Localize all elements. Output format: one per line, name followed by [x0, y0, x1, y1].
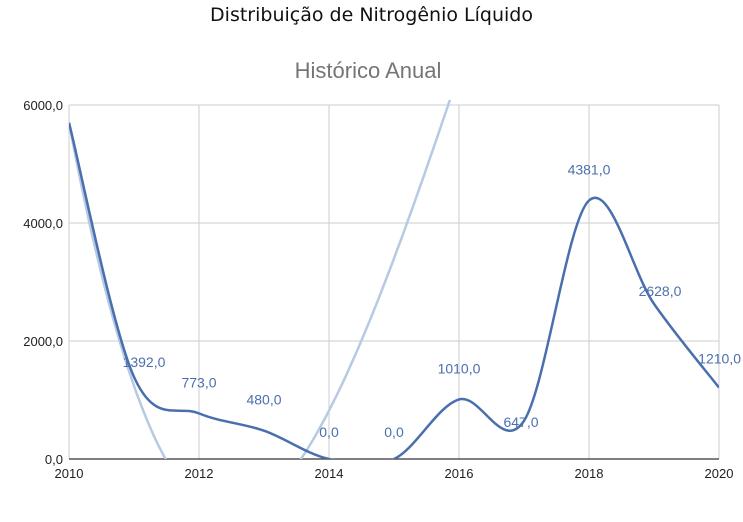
chart-title: Histórico Anual — [295, 58, 442, 83]
data-label: 773,0 — [181, 374, 216, 390]
x-tick-label: 2010 — [55, 466, 84, 481]
x-tick-label: 2012 — [185, 466, 214, 481]
series-layer — [69, 122, 719, 459]
trendline — [69, 100, 452, 459]
x-tick-label: 2018 — [575, 466, 604, 481]
y-tick-label: 4000,0 — [23, 216, 63, 231]
trendline-layer — [69, 100, 452, 459]
data-label: 2628,0 — [639, 283, 682, 299]
series-line — [69, 122, 719, 459]
data-label: 1392,0 — [123, 354, 166, 370]
data-label: 647,0 — [503, 414, 538, 430]
data-label: 4381,0 — [568, 162, 611, 178]
data-label: 0,0 — [319, 424, 339, 440]
x-tick-label: 2014 — [315, 466, 344, 481]
y-tick-label: 0,0 — [45, 452, 63, 467]
data-label: 1010,0 — [438, 360, 481, 376]
axes: 0,0 2000,0 4000,0 6000,0 2010 2012 2014 2016 201… — [23, 98, 733, 481]
data-label: 1210,0 — [698, 351, 741, 367]
data-label: 480,0 — [246, 392, 281, 408]
x-tick-label: 2020 — [705, 466, 734, 481]
data-labels: 1392,0 773,0 480,0 0,0 0,0 1010,0 647,0 4381,0 2… — [123, 162, 742, 440]
y-tick-label: 2000,0 — [23, 334, 63, 349]
grid-lines — [68, 104, 720, 459]
y-tick-label: 6000,0 — [23, 98, 63, 113]
x-tick-label: 2016 — [445, 466, 474, 481]
page-title: Distribuição de Nitrogênio Líquido — [210, 4, 533, 26]
data-label: 0,0 — [384, 424, 404, 440]
